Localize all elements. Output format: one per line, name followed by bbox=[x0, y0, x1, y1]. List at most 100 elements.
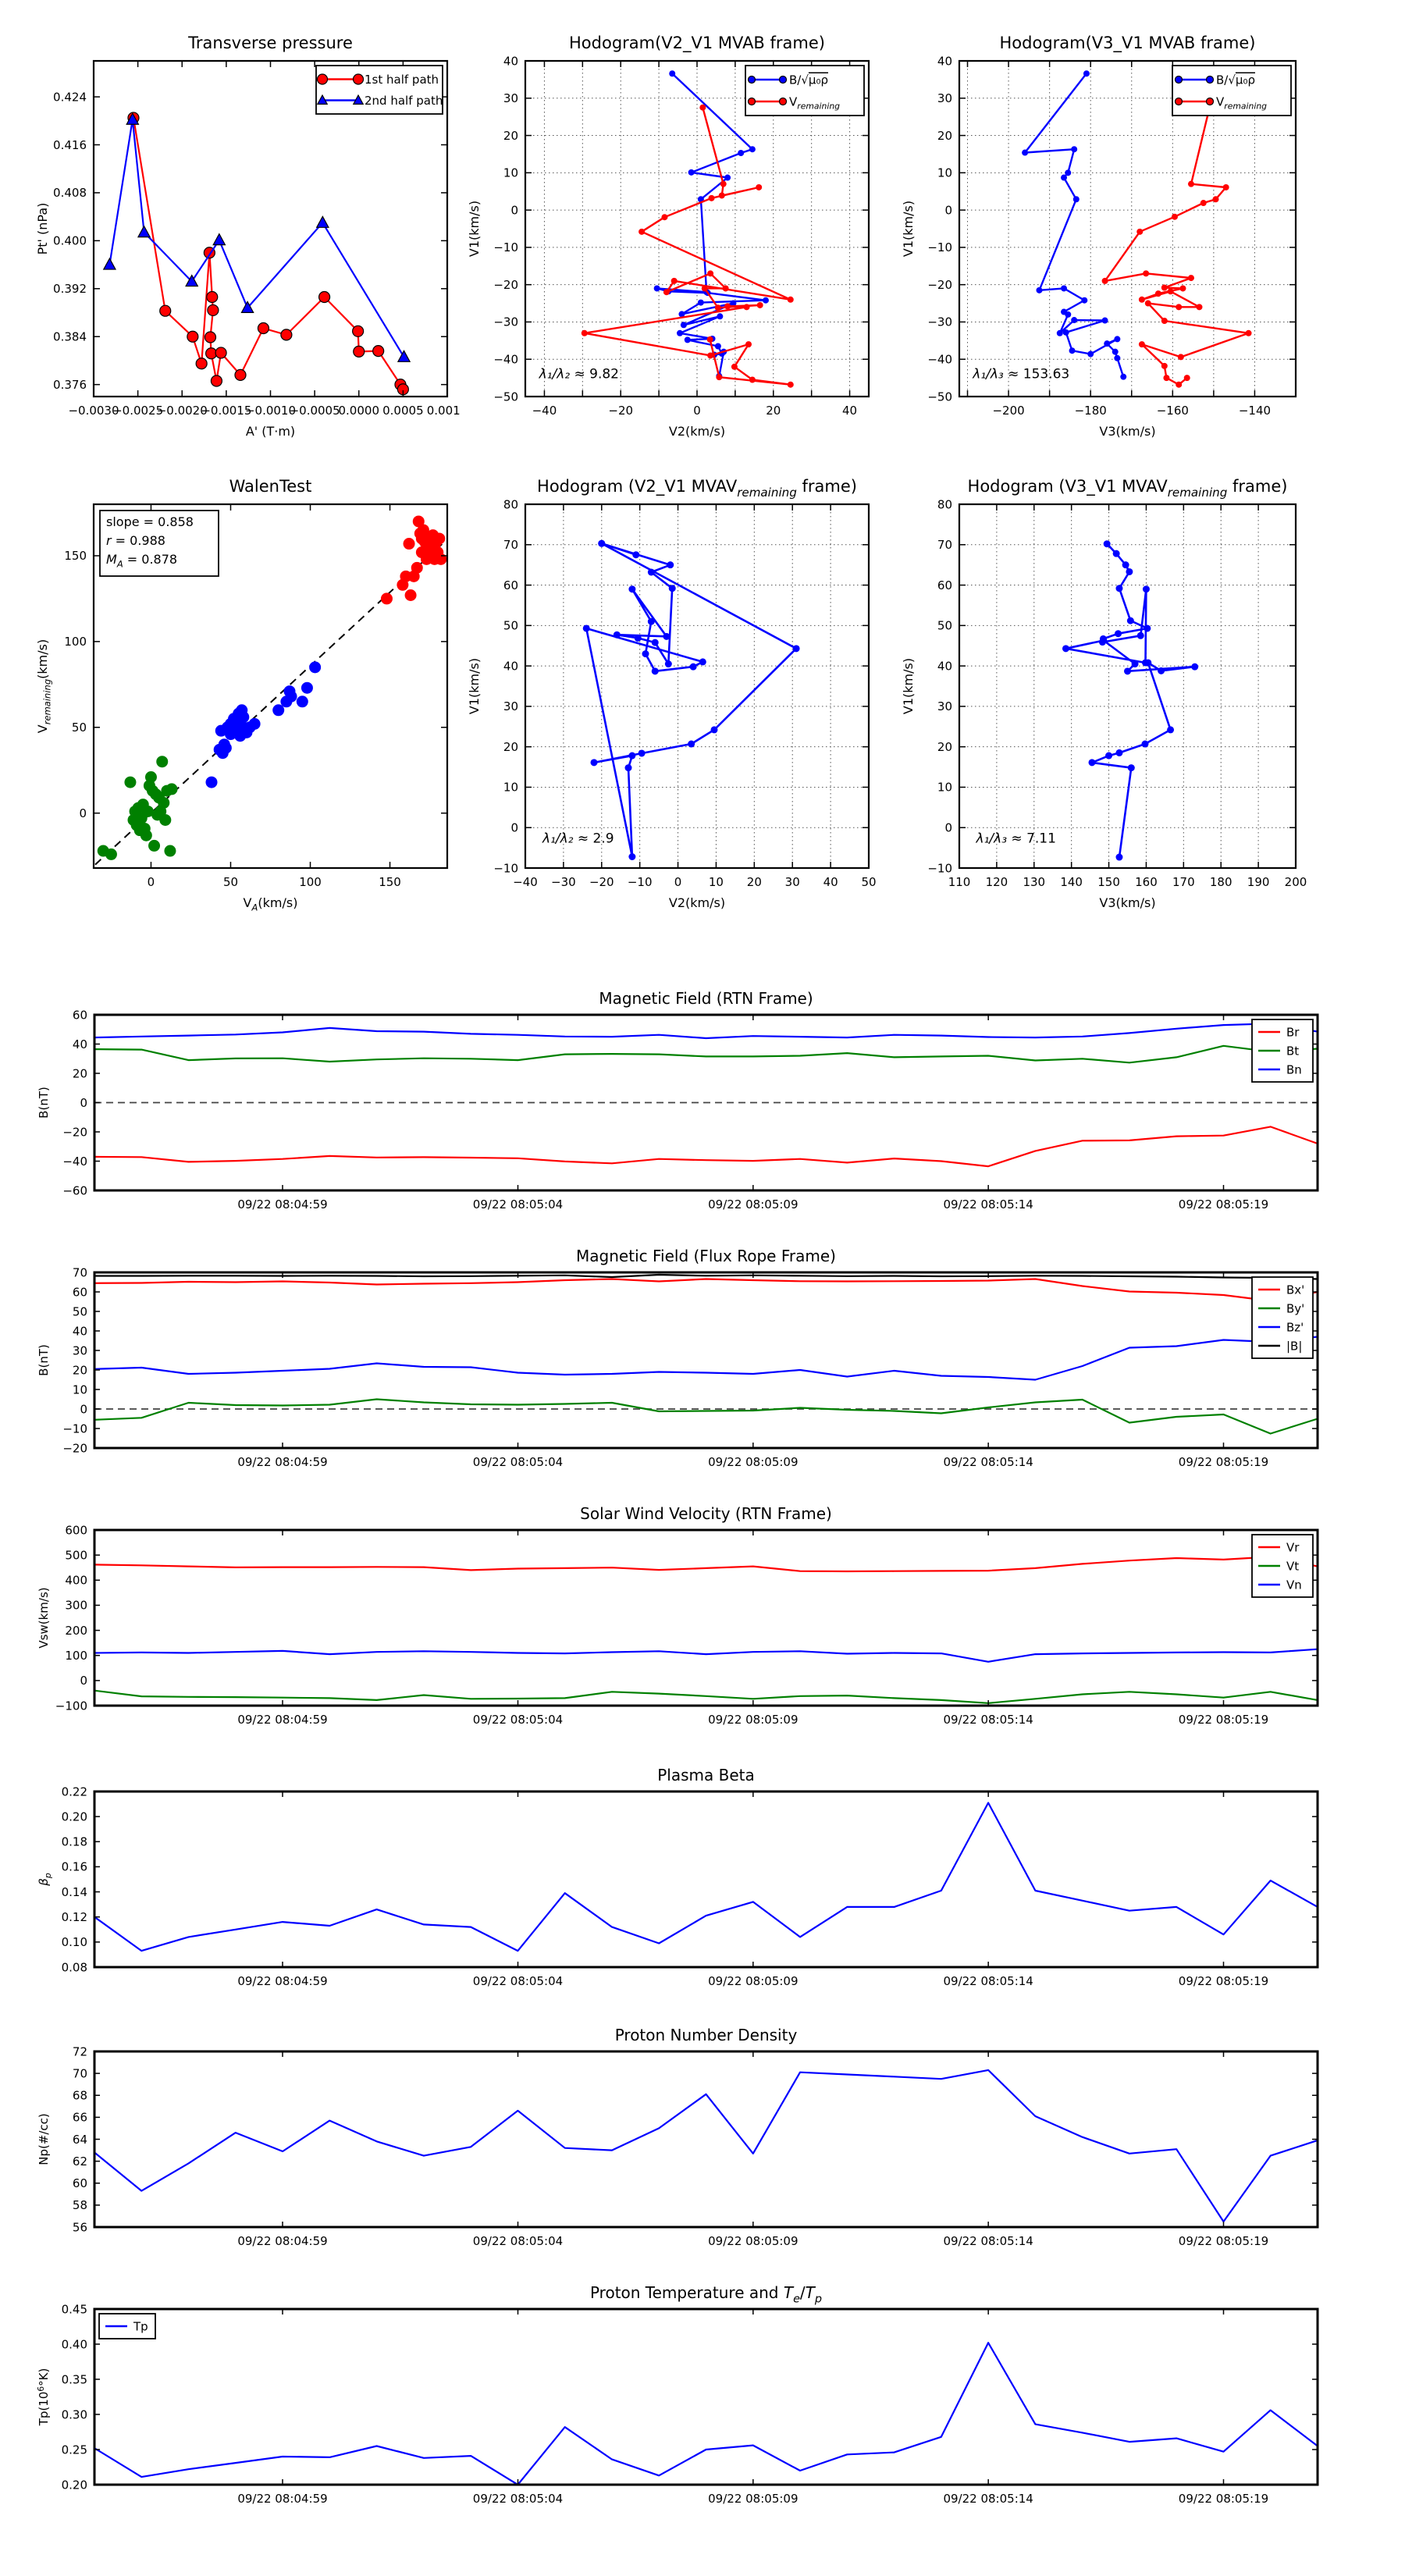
svg-text:Vremaining(km/s): Vremaining(km/s) bbox=[35, 639, 52, 733]
svg-text:−0.0005: −0.0005 bbox=[290, 404, 340, 418]
svg-text:0: 0 bbox=[510, 820, 518, 834]
svg-text:0.0000: 0.0000 bbox=[339, 404, 380, 418]
svg-text:100: 100 bbox=[65, 1649, 87, 1663]
svg-text:30: 30 bbox=[73, 1343, 87, 1357]
svg-text:200: 200 bbox=[1285, 875, 1307, 889]
svg-text:0.18: 0.18 bbox=[62, 1835, 87, 1849]
svg-text:40: 40 bbox=[823, 875, 838, 889]
svg-text:60: 60 bbox=[503, 578, 518, 592]
svg-text:Magnetic Field (Flux Rope Fram: Magnetic Field (Flux Rope Frame) bbox=[576, 1247, 836, 1265]
svg-text:66: 66 bbox=[73, 2111, 87, 2125]
svg-text:60: 60 bbox=[73, 2176, 87, 2190]
svg-text:10: 10 bbox=[937, 781, 952, 795]
svg-text:09/22 08:05:14: 09/22 08:05:14 bbox=[943, 2492, 1033, 2506]
svg-text:300: 300 bbox=[65, 1599, 87, 1613]
svg-text:Magnetic Field (RTN Frame): Magnetic Field (RTN Frame) bbox=[599, 989, 813, 1008]
svg-text:Np(#/cc): Np(#/cc) bbox=[37, 2113, 51, 2165]
svg-text:Pt' (nPa): Pt' (nPa) bbox=[35, 203, 50, 255]
svg-text:0: 0 bbox=[510, 203, 518, 217]
svg-text:40: 40 bbox=[937, 659, 952, 673]
svg-text:V1(km/s): V1(km/s) bbox=[467, 658, 482, 714]
svg-text:B/√μ₀ρ: B/√μ₀ρ bbox=[1216, 73, 1255, 87]
svg-text:09/22 08:05:09: 09/22 08:05:09 bbox=[708, 2234, 798, 2248]
svg-text:MA = 0.878: MA = 0.878 bbox=[106, 552, 177, 569]
svg-text:09/22 08:04:59: 09/22 08:04:59 bbox=[237, 2234, 327, 2248]
svg-text:−20: −20 bbox=[927, 278, 952, 292]
chart-magnetic-field-fluxrope: 09/22 08:04:59 09/22 08:05:04 09/22 08:05:… bbox=[34, 1244, 1330, 1484]
svg-text:−20: −20 bbox=[493, 278, 518, 292]
svg-text:r = 0.988: r = 0.988 bbox=[106, 533, 165, 548]
svg-text:−140: −140 bbox=[1239, 404, 1271, 418]
svg-text:120: 120 bbox=[986, 875, 1008, 889]
svg-text:1st half path: 1st half path bbox=[365, 73, 439, 87]
svg-text:−10: −10 bbox=[927, 240, 952, 254]
svg-text:0.392: 0.392 bbox=[53, 282, 87, 296]
svg-text:0.40: 0.40 bbox=[62, 2337, 87, 2351]
svg-text:−10: −10 bbox=[493, 240, 518, 254]
svg-text:−60: −60 bbox=[62, 1183, 87, 1197]
svg-text:60: 60 bbox=[73, 1008, 87, 1022]
svg-text:09/22 08:05:19: 09/22 08:05:19 bbox=[1179, 1455, 1268, 1469]
svg-text:10: 10 bbox=[503, 781, 518, 795]
svg-text:09/22 08:05:19: 09/22 08:05:19 bbox=[1179, 1197, 1268, 1212]
chart-proton-number-density: 09/22 08:04:59 09/22 08:05:04 09/22 08:05:… bbox=[34, 2023, 1330, 2263]
svg-text:10: 10 bbox=[503, 166, 518, 180]
svg-text:−160: −160 bbox=[1157, 404, 1189, 418]
svg-text:72: 72 bbox=[73, 2044, 87, 2058]
svg-text:By': By' bbox=[1286, 1302, 1304, 1316]
svg-text:−40: −40 bbox=[927, 352, 952, 366]
svg-text:−20: −20 bbox=[608, 404, 633, 418]
svg-text:−200: −200 bbox=[992, 404, 1024, 418]
svg-text:30: 30 bbox=[503, 699, 518, 713]
svg-text:−0.0025: −0.0025 bbox=[112, 404, 163, 418]
svg-text:B/√μ₀ρ: B/√μ₀ρ bbox=[789, 73, 828, 87]
svg-text:09/22 08:04:59: 09/22 08:04:59 bbox=[237, 1713, 327, 1727]
svg-text:40: 40 bbox=[937, 54, 952, 68]
svg-text:40: 40 bbox=[503, 659, 518, 673]
svg-text:10: 10 bbox=[709, 875, 724, 889]
svg-text:−0.0010: −0.0010 bbox=[245, 404, 296, 418]
svg-text:Bn: Bn bbox=[1286, 1063, 1302, 1077]
svg-text:70: 70 bbox=[937, 538, 952, 552]
svg-text:−20: −20 bbox=[62, 1125, 87, 1139]
svg-text:Proton Number Density: Proton Number Density bbox=[615, 2026, 798, 2044]
svg-text:0.400: 0.400 bbox=[53, 234, 87, 248]
svg-text:V2(km/s): V2(km/s) bbox=[669, 424, 725, 439]
svg-text:68: 68 bbox=[73, 2089, 87, 2103]
svg-text:64: 64 bbox=[73, 2133, 87, 2147]
svg-text:V1(km/s): V1(km/s) bbox=[901, 658, 916, 714]
svg-text:0: 0 bbox=[148, 875, 155, 889]
svg-text:09/22 08:05:14: 09/22 08:05:14 bbox=[943, 1974, 1033, 1988]
chart-transverse-pressure: −0.0030 −0.0025 −0.0020 −0.0015 −0.0010 −0.00… bbox=[33, 27, 468, 450]
svg-text:150: 150 bbox=[64, 549, 87, 563]
svg-text:20: 20 bbox=[937, 740, 952, 754]
svg-text:30: 30 bbox=[503, 91, 518, 105]
svg-text:B(nT): B(nT) bbox=[37, 1087, 51, 1119]
svg-text:50: 50 bbox=[937, 619, 952, 633]
svg-text:09/22 08:05:19: 09/22 08:05:19 bbox=[1179, 1713, 1268, 1727]
svg-text:0.384: 0.384 bbox=[53, 329, 87, 343]
svg-text:60: 60 bbox=[937, 578, 952, 592]
svg-text:130: 130 bbox=[1023, 875, 1045, 889]
svg-text:0.14: 0.14 bbox=[62, 1885, 87, 1899]
svg-text:0.10: 0.10 bbox=[62, 1935, 87, 1949]
svg-text:Hodogram(V3_V1 MVAB frame): Hodogram(V3_V1 MVAB frame) bbox=[1000, 34, 1256, 53]
svg-text:−30: −30 bbox=[927, 315, 952, 329]
svg-text:−30: −30 bbox=[493, 315, 518, 329]
svg-text:Hodogram (V3_V1 MVAVremaining: Hodogram (V3_V1 MVAVremaining frame) bbox=[968, 477, 1288, 500]
chart-solar-wind-velocity: 09/22 08:04:59 09/22 08:05:04 09/22 08:05:… bbox=[34, 1502, 1330, 1742]
svg-text:Tp: Tp bbox=[133, 2320, 148, 2334]
svg-text:09/22 08:05:04: 09/22 08:05:04 bbox=[473, 1974, 563, 1988]
svg-text:0: 0 bbox=[693, 404, 701, 418]
svg-text:10: 10 bbox=[73, 1382, 87, 1397]
svg-text:λ₁/λ₂ ≈ 2.9: λ₁/λ₂ ≈ 2.9 bbox=[542, 831, 614, 846]
svg-text:0: 0 bbox=[80, 1402, 87, 1416]
svg-text:160: 160 bbox=[1135, 875, 1158, 889]
svg-text:190: 190 bbox=[1247, 875, 1270, 889]
svg-text:0.0005: 0.0005 bbox=[382, 404, 424, 418]
svg-text:09/22 08:04:59: 09/22 08:04:59 bbox=[237, 1974, 327, 1988]
svg-text:WalenTest: WalenTest bbox=[229, 477, 312, 496]
svg-text:Vremaining: Vremaining bbox=[1216, 95, 1267, 112]
svg-text:βp: βp bbox=[37, 1873, 53, 1887]
